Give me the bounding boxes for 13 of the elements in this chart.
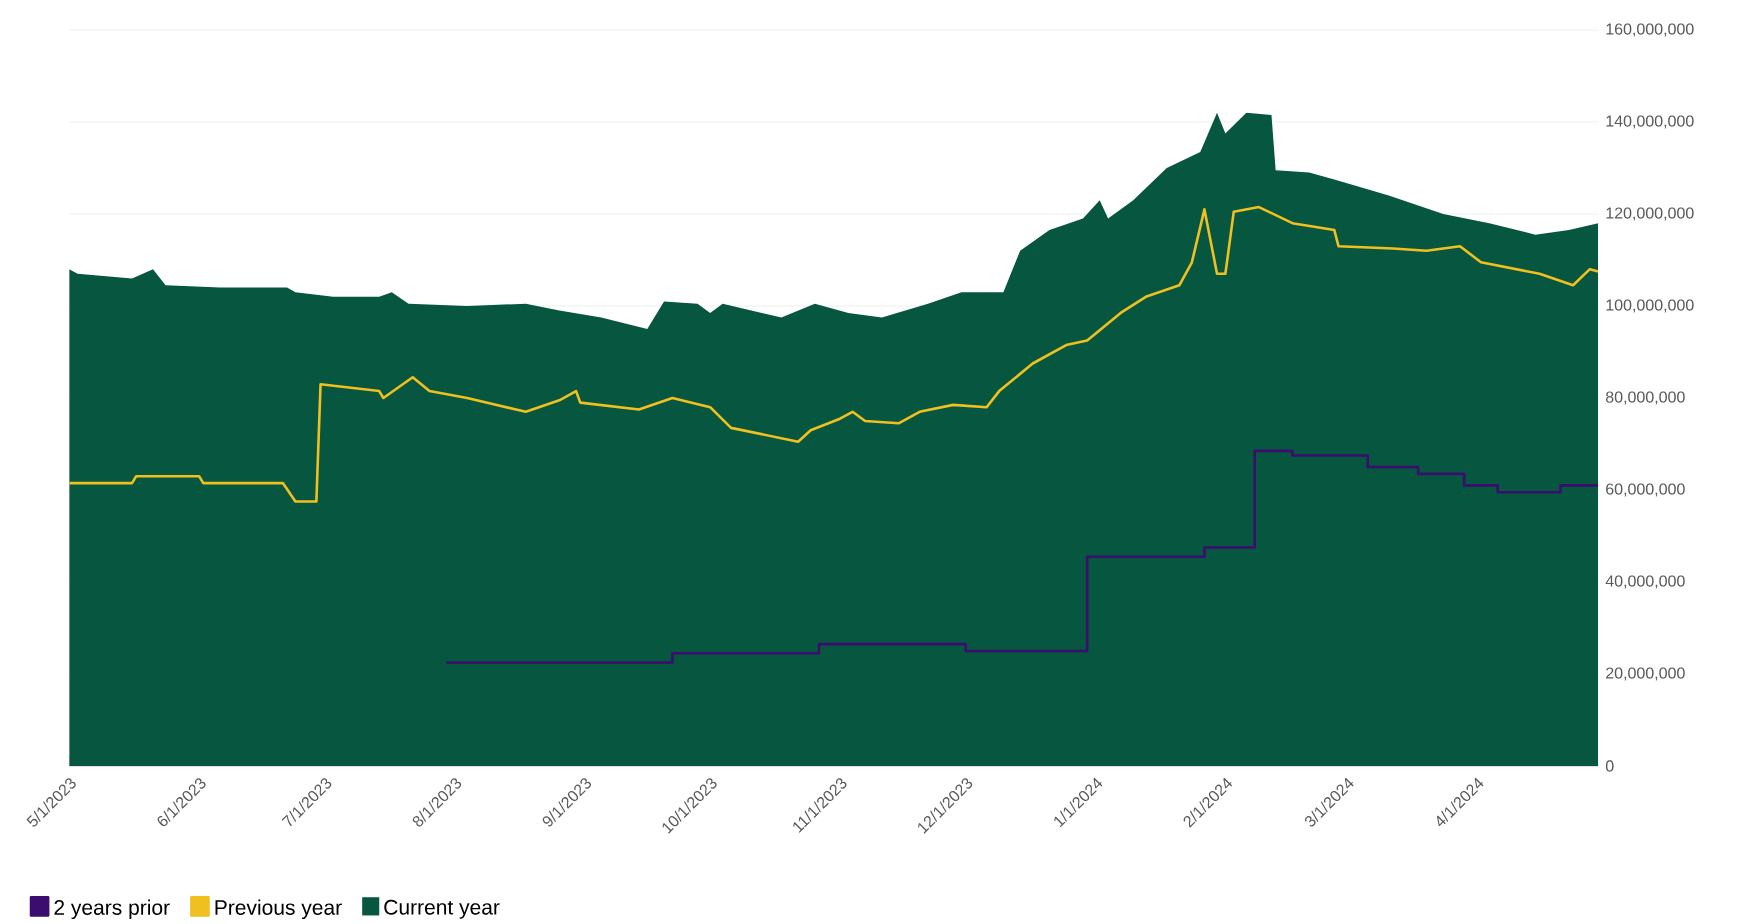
legend-label: Current year [384,899,500,919]
legend-label: Previous year [215,899,342,920]
y-tick-label: 80,000,000 [1605,391,1685,405]
y-tick-label: 140,000,000 [1606,115,1694,129]
y-tick-label: 160,000,000 [1606,23,1694,37]
y-tick-label: 20,000,000 [1606,667,1685,681]
y-tick-label: 60,000,000 [1606,483,1685,497]
y-tick-label: 100,000,000 [1606,299,1694,313]
y-tick-label: 0 [1605,760,1614,772]
y-tick-label: 120,000,000 [1606,207,1694,221]
line-series [69,205,1599,503]
legend-label: 2 years prior [54,899,170,920]
y-tick-label: 40,000,000 [1605,575,1685,589]
